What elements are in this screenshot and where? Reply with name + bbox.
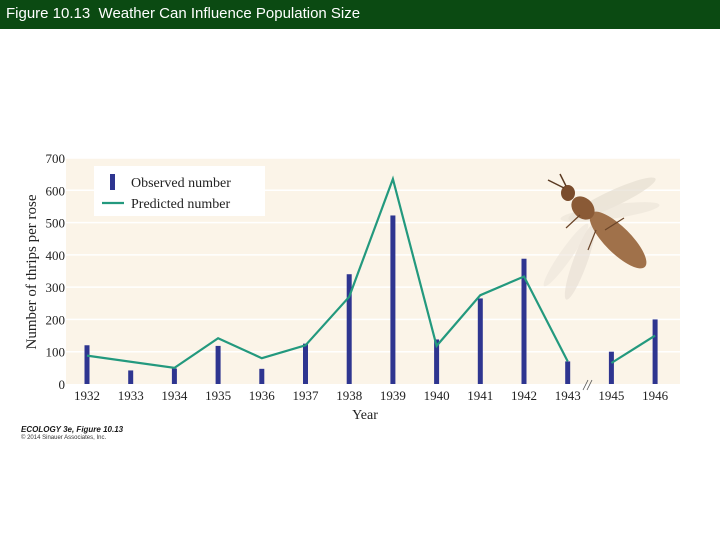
y-tick-label: 400 bbox=[46, 248, 66, 263]
slide-title: Figure 10.13 Weather Can Influence Popul… bbox=[6, 5, 361, 22]
legend-observed-swatch bbox=[110, 174, 115, 190]
observed-bar-1945 bbox=[608, 351, 614, 384]
legend: Observed number Predicted number bbox=[94, 166, 265, 216]
x-tick-label: 1932 bbox=[74, 388, 100, 403]
x-tick-label: 1935 bbox=[205, 388, 231, 403]
predicted-line-segment-1 bbox=[86, 175, 569, 370]
x-tick-label: 1945 bbox=[598, 388, 624, 403]
x-tick-label: 1938 bbox=[336, 388, 362, 403]
x-tick-label: 1946 bbox=[642, 388, 669, 403]
axis-break bbox=[582, 379, 593, 391]
observed-bar-1941 bbox=[477, 298, 483, 384]
observed-bars bbox=[84, 215, 658, 384]
title-bar: Figure 10.13 Weather Can Influence Popul… bbox=[0, 0, 720, 29]
x-tick-label: 1934 bbox=[161, 388, 188, 403]
x-tick-label: 1937 bbox=[293, 388, 320, 403]
observed-bar-1938 bbox=[346, 274, 352, 384]
x-tick-labels: 1932 1933 1934 1935 1936 1937 1938 1939 1940 1941… bbox=[74, 388, 669, 403]
x-tick-label: 1939 bbox=[380, 388, 406, 403]
x-tick-label: 1942 bbox=[511, 388, 537, 403]
observed-bar-1937 bbox=[303, 343, 308, 384]
observed-bar-1933 bbox=[128, 370, 134, 384]
observed-bar-1935 bbox=[215, 345, 221, 384]
legend-observed-label: Observed number bbox=[131, 176, 231, 191]
y-tick-label: 300 bbox=[46, 280, 66, 295]
y-axis-label: Number of thrips per rose bbox=[24, 194, 40, 349]
x-tick-label: 1933 bbox=[118, 388, 144, 403]
observed-bar-1942 bbox=[521, 258, 527, 384]
x-axis-label: Year bbox=[352, 408, 378, 423]
y-tick-label: 100 bbox=[46, 345, 66, 360]
observed-bar-1940 bbox=[434, 339, 440, 384]
thrips-insect-illustration bbox=[543, 173, 660, 300]
x-tick-label: 1940 bbox=[424, 388, 450, 403]
y-tick-label: 500 bbox=[46, 216, 66, 231]
observed-bar-1934 bbox=[171, 368, 177, 384]
y-tick-label: 700 bbox=[46, 151, 66, 166]
legend-predicted-label: Predicted number bbox=[131, 197, 230, 212]
predicted-line-segment-2 bbox=[610, 334, 656, 364]
observed-bar-1932 bbox=[84, 345, 90, 384]
figure-credit: ECOLOGY 3e, Figure 10.13 bbox=[21, 425, 124, 434]
x-tick-label: 1936 bbox=[249, 388, 276, 403]
copyright-notice: © 2014 Sinauer Associates, Inc. bbox=[21, 435, 107, 441]
observed-bar-1939 bbox=[390, 215, 396, 384]
y-tick-label: 600 bbox=[46, 183, 66, 198]
y-tick-label: 0 bbox=[59, 377, 66, 392]
observed-bar-1936 bbox=[259, 368, 265, 384]
y-tick-labels: 0 100 200 300 400 500 600 700 bbox=[46, 151, 66, 392]
observed-bar-1943 bbox=[565, 361, 571, 384]
x-tick-label: 1943 bbox=[555, 388, 581, 403]
x-tick-label: 1941 bbox=[467, 388, 493, 403]
observed-bar-1946 bbox=[652, 319, 658, 384]
y-tick-label: 200 bbox=[46, 312, 66, 327]
